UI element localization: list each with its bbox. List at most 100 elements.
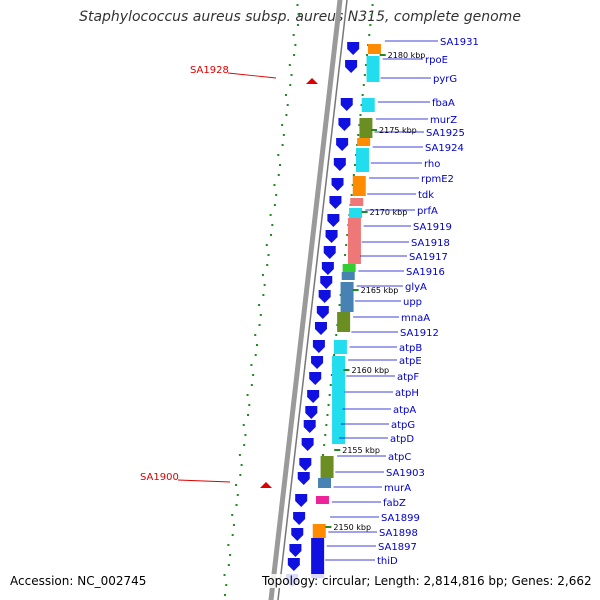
feature-marker — [306, 78, 318, 84]
gc-dot — [254, 334, 257, 336]
kbp-ticks: 2180 kbp 2175 kbp 2170 kbp 2165 kbp 2160 kbp… — [325, 51, 425, 532]
gene-arrow — [305, 406, 318, 419]
gc-dot — [227, 564, 230, 566]
gc-dot — [273, 204, 276, 206]
gc-dot — [263, 284, 266, 286]
gene-label: glyA — [405, 282, 427, 293]
gene-label: prfA — [417, 206, 438, 217]
gc-dot — [292, 34, 295, 36]
gc-dot — [239, 474, 242, 476]
cds-bar — [320, 456, 334, 478]
gc-dot — [227, 544, 230, 546]
cds-bar — [340, 282, 354, 312]
gc-dot — [327, 404, 330, 406]
gc-dot — [236, 494, 239, 496]
gene-label: thiD — [377, 556, 398, 567]
feature-label: SA1900 — [140, 472, 179, 483]
gene-arrow — [318, 290, 331, 303]
gene-label: murA — [384, 483, 411, 494]
gc-dot — [369, 24, 372, 26]
gc-dot — [266, 264, 269, 266]
kbp-tick-label: 2170 kbp — [370, 208, 408, 217]
gc-dot — [324, 434, 327, 436]
gc-dot — [258, 324, 261, 326]
gene-label: rpoE — [425, 55, 448, 66]
cds-bar — [361, 98, 375, 112]
gene-arrow — [345, 60, 358, 73]
cds-bar — [333, 340, 347, 354]
gc-dot — [338, 304, 341, 306]
gc-dot — [344, 254, 347, 256]
gene-arrow — [323, 246, 336, 259]
gene-label: rho — [424, 159, 440, 170]
gc-dot — [246, 394, 249, 396]
gene-label: pyrG — [433, 74, 457, 85]
gc-dot — [358, 124, 361, 126]
kbp-tick-label: 2160 kbp — [351, 366, 389, 375]
gc-dot — [235, 504, 238, 506]
gene-label: SA1931 — [440, 37, 479, 48]
gene-label: SA1918 — [411, 238, 450, 249]
gc-dot — [255, 344, 258, 346]
gc-dot — [277, 174, 280, 176]
gene-label: SA1897 — [378, 542, 417, 553]
cds-bar — [355, 148, 369, 172]
gc-dot — [261, 274, 264, 276]
gc-dot — [346, 234, 349, 236]
gc-dot — [288, 64, 291, 66]
gene-arrow — [301, 438, 314, 451]
gc-dot — [290, 74, 293, 76]
gene-label: murZ — [430, 115, 457, 126]
feature-leader-line — [177, 479, 231, 483]
gene-arrow — [316, 306, 329, 319]
gene-label: tdk — [418, 190, 434, 201]
gc-dot — [247, 414, 250, 416]
gc-dot — [223, 574, 226, 576]
gc-dot — [273, 184, 276, 186]
gc-dot — [244, 434, 247, 436]
gene-labels: SA1931 rpoE pyrG fbaA murZ SA1925 SA1924 rho rpm… — [325, 37, 479, 567]
cds-bar — [349, 208, 363, 218]
gene-arrow — [336, 138, 349, 151]
gc-dot — [258, 304, 261, 306]
gene-arrow — [314, 322, 327, 335]
gc-dot — [267, 254, 270, 256]
gc-dot — [225, 584, 228, 586]
cds-bar — [332, 356, 346, 444]
kbp-tick-label: 2155 kbp — [342, 446, 380, 455]
gc-dot — [250, 384, 253, 386]
gene-arrow — [320, 276, 333, 289]
gene-label: SA1925 — [426, 128, 465, 139]
gene-arrows — [285, 42, 360, 587]
gc-dot — [235, 484, 238, 486]
gene-arrow — [329, 196, 342, 209]
cds-bar — [337, 312, 351, 332]
gene-label: SA1912 — [400, 328, 439, 339]
gc-dot — [281, 124, 284, 126]
gc-dot — [345, 244, 348, 246]
gene-arrow — [338, 118, 351, 131]
kbp-tick-label: 2150 kbp — [333, 523, 371, 532]
gene-arrow — [311, 356, 324, 369]
gc-dot — [281, 144, 284, 146]
gc-dot — [364, 64, 367, 66]
gc-dot — [232, 524, 235, 526]
gene-arrow — [299, 458, 312, 471]
gene-arrow — [289, 544, 302, 557]
gc-dot — [250, 364, 253, 366]
gc-dot — [352, 174, 355, 176]
feature-label: SA1928 — [190, 65, 229, 76]
gene-label: fbaA — [432, 98, 455, 109]
gc-dot — [285, 114, 288, 116]
gc-dot — [271, 224, 274, 226]
feature-leader-line — [227, 72, 277, 79]
gc-dot — [333, 354, 336, 356]
gc-dot — [240, 464, 243, 466]
cds-bar — [341, 272, 355, 280]
gc-dot — [279, 164, 282, 166]
gene-label: atpB — [399, 343, 422, 354]
gc-dot — [368, 34, 371, 36]
cds-bar — [318, 478, 332, 488]
gene-label: upp — [403, 297, 422, 308]
